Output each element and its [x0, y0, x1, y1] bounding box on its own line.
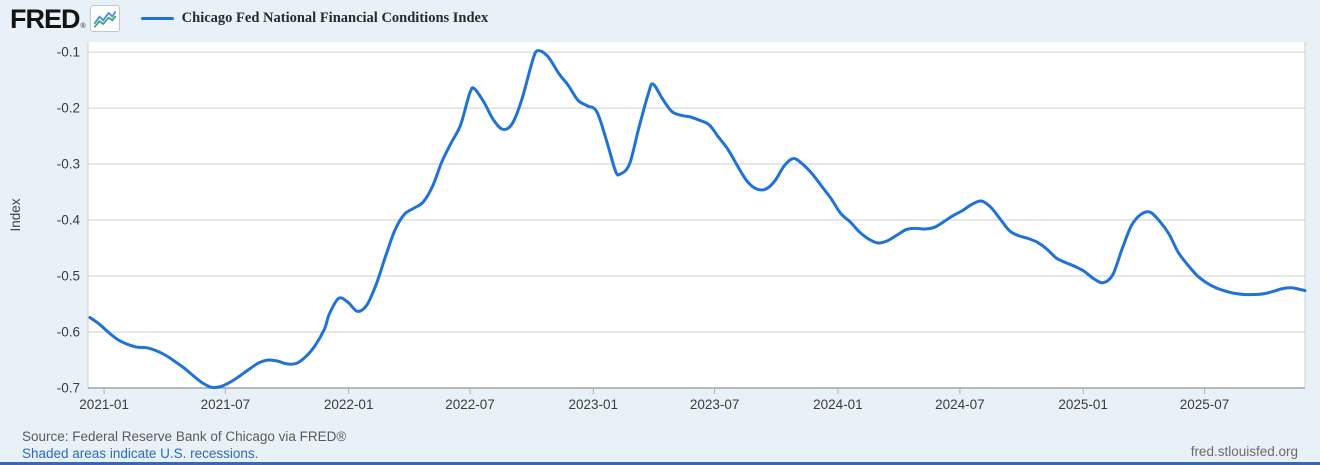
legend-line-swatch	[140, 17, 174, 20]
x-tick-label: 2022-01	[324, 397, 374, 412]
fred-site-link[interactable]: fred.stlouisfed.org	[1190, 444, 1298, 459]
x-tick-label: 2021-01	[79, 397, 129, 412]
x-tick-label: 2022-07	[445, 397, 495, 412]
bottom-accent-bar	[0, 462, 1320, 465]
x-tick-label: 2024-07	[935, 397, 985, 412]
y-tick-label: -0.2	[57, 101, 80, 116]
line-chart-icon	[89, 5, 120, 32]
chart-header: FRED ® Chicago Fed National Financial Con…	[10, 4, 489, 34]
legend-series-label: Chicago Fed National Financial Condition…	[181, 10, 489, 26]
fred-logo[interactable]: FRED ®	[10, 4, 120, 34]
registered-mark: ®	[80, 23, 86, 30]
y-tick-label: -0.1	[57, 45, 80, 60]
fred-logo-text: FRED	[10, 4, 80, 34]
x-tick-label: 2024-01	[813, 397, 863, 412]
y-tick-label: -0.7	[57, 381, 80, 396]
x-tick-label: 2021-07	[201, 397, 251, 412]
recession-note-link[interactable]: Shaded areas indicate U.S. recessions.	[22, 446, 259, 461]
x-tick-label: 2023-07	[690, 397, 740, 412]
y-tick-label: -0.6	[57, 325, 80, 340]
y-tick-label: -0.3	[57, 157, 80, 172]
x-tick-label: 2025-01	[1058, 397, 1108, 412]
y-tick-label: -0.4	[57, 213, 81, 228]
series-line	[88, 49, 1307, 390]
y-axis-title: Index	[8, 198, 23, 231]
plot-background	[88, 42, 1305, 388]
y-tick-label: -0.5	[57, 269, 80, 284]
x-tick-label: 2025-07	[1180, 397, 1230, 412]
source-note: Source: Federal Reserve Bank of Chicago …	[22, 429, 347, 444]
legend-item[interactable]: Chicago Fed National Financial Condition…	[140, 10, 489, 27]
x-tick-label: 2023-01	[569, 397, 619, 412]
